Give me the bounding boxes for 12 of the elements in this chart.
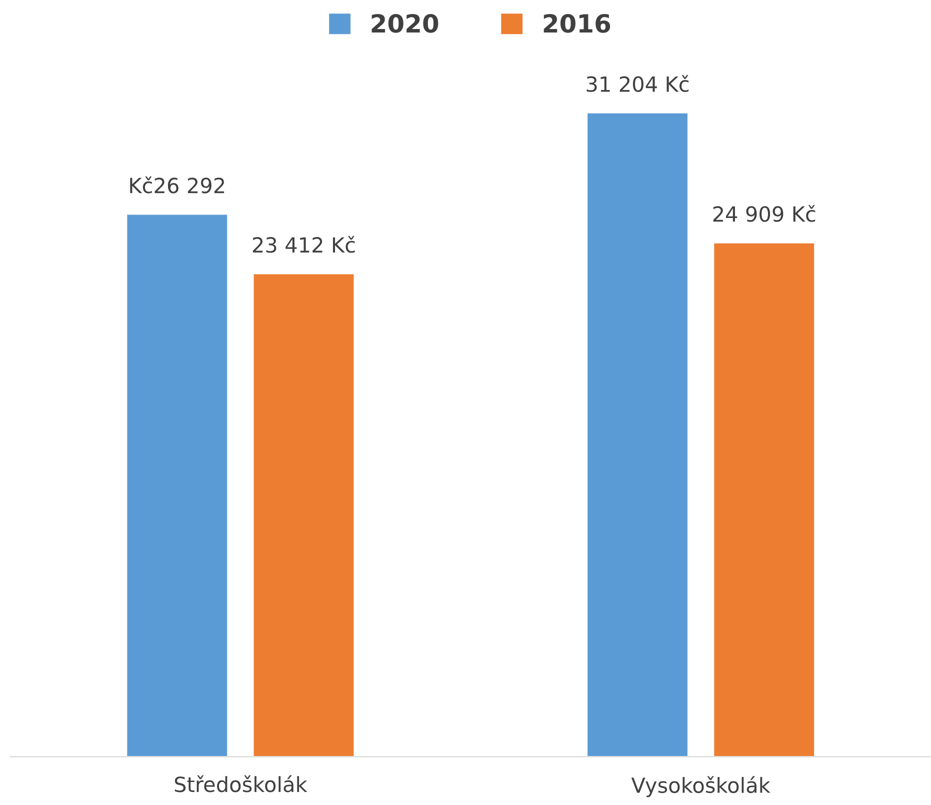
legend-label: 2020	[372, 14, 438, 33]
bar	[126, 213, 228, 757]
bar	[252, 272, 356, 757]
data-label: 23 412 Kč	[252, 236, 355, 253]
bar	[586, 112, 689, 757]
data-label: 31 204 Kč	[586, 75, 689, 92]
bar	[712, 242, 816, 757]
x-tick-label: Vysokoškolák	[631, 776, 770, 798]
data-label: Kč26 292	[130, 176, 224, 194]
legend-label: 2016	[544, 14, 610, 33]
x-tick-label: Středoškolák	[174, 775, 308, 792]
data-label: 24 909 Kč	[713, 204, 816, 222]
